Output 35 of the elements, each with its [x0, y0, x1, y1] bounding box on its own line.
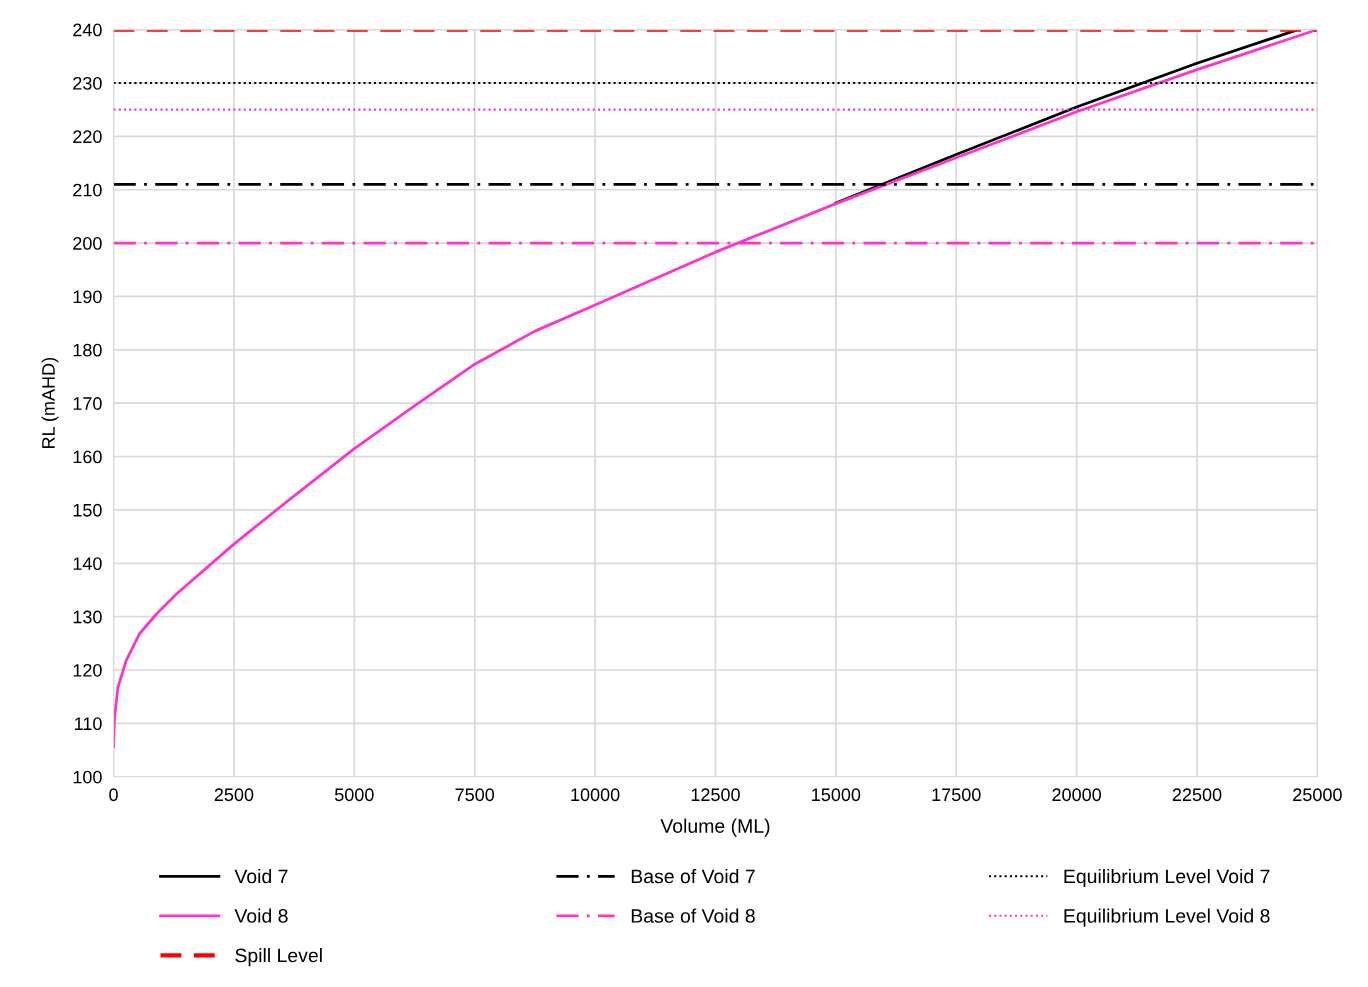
y-tick-label: 120: [73, 663, 102, 677]
x-tick-label: 2500: [214, 788, 254, 802]
x-tick-label: 25000: [1293, 788, 1342, 802]
y-tick-label: 130: [73, 610, 102, 624]
x-tick-label: 5000: [334, 788, 374, 802]
legend-label: Equilibrium Level Void 8: [1064, 908, 1270, 927]
x-tick-label: 17500: [932, 788, 981, 802]
legend-label: Base of Void 7: [631, 868, 755, 884]
x-tick-label: 12500: [691, 788, 740, 802]
y-tick-label: 220: [73, 130, 102, 144]
y-tick-label: 150: [73, 503, 102, 517]
x-axis-title: Volume (ML): [660, 818, 770, 837]
x-tick-label: 7500: [455, 788, 495, 802]
y-tick-label: 200: [73, 237, 102, 250]
y-tick-label: 230: [73, 76, 102, 90]
y-axis-title: RL (mAHD): [41, 358, 59, 449]
y-tick-label: 210: [73, 183, 102, 197]
legend-label: Equilibrium Level Void 7: [1064, 868, 1270, 888]
x-tick-label: 15000: [812, 788, 861, 802]
y-tick-label: 110: [75, 717, 102, 731]
y-tick-label: 180: [73, 343, 102, 357]
legend-label: Void 8: [234, 908, 288, 923]
legend-label: Base of Void 8: [631, 908, 755, 923]
x-tick-label: 22500: [1172, 788, 1222, 802]
x-tick-label: 0: [109, 788, 118, 802]
y-tick-label: 140: [73, 557, 102, 571]
legend-label: Void 7: [234, 868, 288, 884]
y-tick-label: 190: [73, 290, 102, 304]
legend-label: Spill Level: [235, 948, 322, 967]
x-tick-label: 20000: [1052, 788, 1102, 802]
y-tick-label: 240: [73, 23, 102, 37]
y-tick-label: 160: [73, 450, 102, 464]
y-tick-label: 170: [73, 397, 102, 410]
y-tick-label: 100: [73, 770, 102, 784]
x-tick-label: 10000: [571, 788, 620, 802]
